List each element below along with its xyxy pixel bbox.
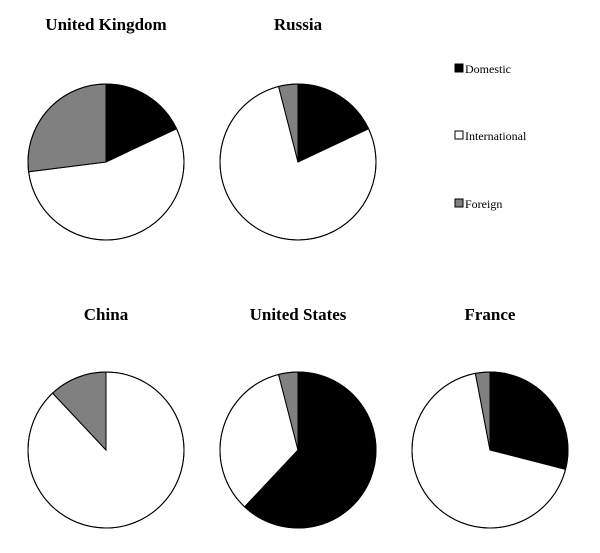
pie-title-russia: Russia bbox=[274, 15, 323, 34]
pie-united-states: United States bbox=[219, 305, 377, 529]
pie-outline-united-states bbox=[219, 371, 377, 529]
pie-title-united-states: United States bbox=[250, 305, 347, 324]
pie-france: France bbox=[411, 305, 569, 529]
pie-outline-france bbox=[411, 371, 569, 529]
pie-united-kingdom: United Kingdom bbox=[27, 15, 185, 241]
pies-group: United Kingdom Russia China United States Fr… bbox=[27, 15, 569, 529]
legend-swatch-domestic bbox=[454, 63, 464, 73]
pie-title-united-kingdom: United Kingdom bbox=[45, 15, 166, 34]
pie-outline-russia bbox=[219, 83, 377, 241]
pie-china: China bbox=[27, 305, 185, 529]
pie-outline-china bbox=[27, 371, 185, 529]
pie-title-france: France bbox=[465, 305, 516, 324]
pie-outline-united-kingdom bbox=[27, 83, 185, 241]
legend-label-domestic: Domestic bbox=[465, 62, 511, 76]
legend-swatch-international bbox=[454, 130, 464, 140]
legend-label-foreign: Foreign bbox=[465, 197, 502, 211]
legend-swatch-foreign bbox=[454, 198, 464, 208]
pie-russia: Russia bbox=[219, 15, 377, 241]
legend: Domestic International Foreign bbox=[454, 62, 527, 211]
pie-title-china: China bbox=[84, 305, 129, 324]
slice-united-kingdom-foreign bbox=[27, 83, 107, 173]
legend-label-international: International bbox=[465, 129, 527, 143]
